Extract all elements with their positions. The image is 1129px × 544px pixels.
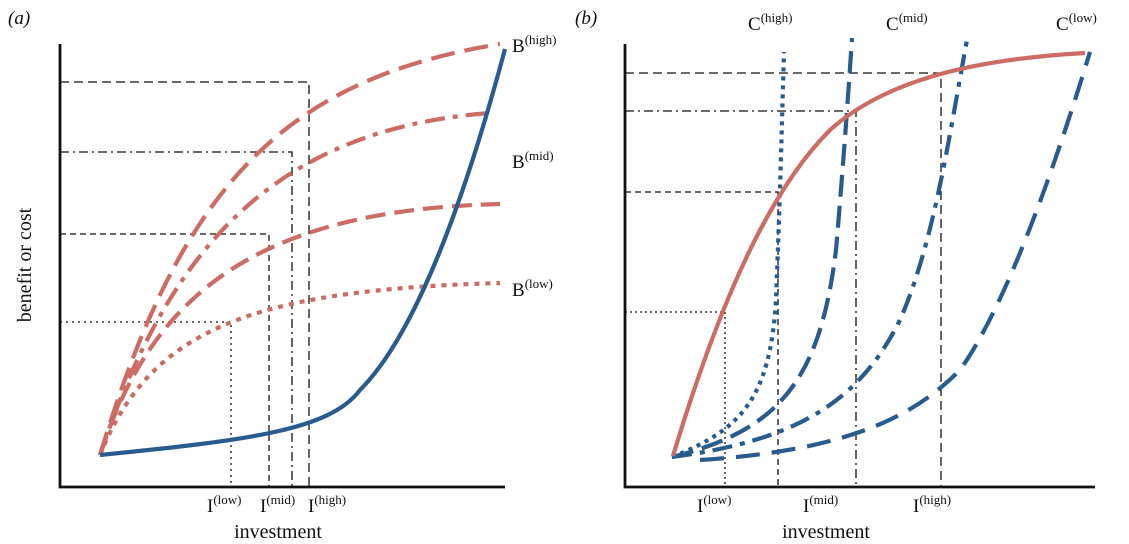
label-b-high: B(high)	[512, 32, 556, 57]
benefit-curve-mid-dashed	[98, 201, 501, 456]
cost-curve-low	[699, 51, 1093, 463]
benefit-curve-high	[97, 41, 501, 456]
panel-a-benefit-curves	[97, 41, 501, 456]
label-b-mid: B(mid)	[512, 148, 554, 173]
label-c-mid: C(mid)	[886, 10, 928, 35]
panel-b-tick-low: I(low)	[697, 492, 732, 517]
guide-mid	[60, 151, 293, 487]
label-c-low: C(low)	[1056, 10, 1097, 35]
cost-curve-high	[671, 51, 787, 459]
panel-a: (a) benefit or cost I(low) I(mid) I(high…	[8, 8, 556, 543]
guide-high	[625, 72, 942, 487]
cost-curve-mid-dashed	[671, 37, 855, 460]
panel-a-cost-curve	[99, 48, 508, 458]
panel-a-x-axis-title: investment	[234, 521, 322, 543]
label-b-low: B(low)	[512, 276, 553, 301]
cost-curve-mid	[671, 39, 970, 460]
panel-a-tick-mid: I(mid)	[260, 492, 295, 517]
panel-b-axes	[623, 44, 1095, 489]
guide-low-dotted	[60, 321, 232, 487]
panel-b-tick-mid: I(mid)	[803, 492, 838, 517]
panel-b-tick-high: I(high)	[913, 492, 951, 517]
panel-a-tick-low: I(low)	[207, 492, 242, 517]
panel-b-benefit-curve	[670, 50, 1086, 457]
panel-b-cost-curves	[671, 37, 1093, 463]
panel-b: (b) I(low) I(mid) I(high) investment C(h…	[575, 8, 1097, 543]
panel-b-x-axis-title: investment	[782, 521, 870, 543]
label-c-high: C(high)	[748, 10, 792, 35]
panel-a-guide-lines	[60, 81, 310, 487]
benefit-curve-low	[98, 280, 501, 456]
panel-b-guide-lines	[625, 72, 942, 487]
panel-a-tick-high: I(high)	[308, 492, 346, 517]
benefit-curve-mid	[98, 110, 491, 456]
guide-low-dashed	[625, 191, 779, 487]
panel-a-y-axis-title: benefit or cost	[14, 207, 36, 322]
guide-low-dotted	[625, 311, 726, 487]
guide-high	[60, 81, 310, 487]
panel-b-label: (b)	[575, 8, 597, 29]
panel-a-label: (a)	[8, 8, 30, 29]
panel-a-axes	[58, 44, 505, 489]
